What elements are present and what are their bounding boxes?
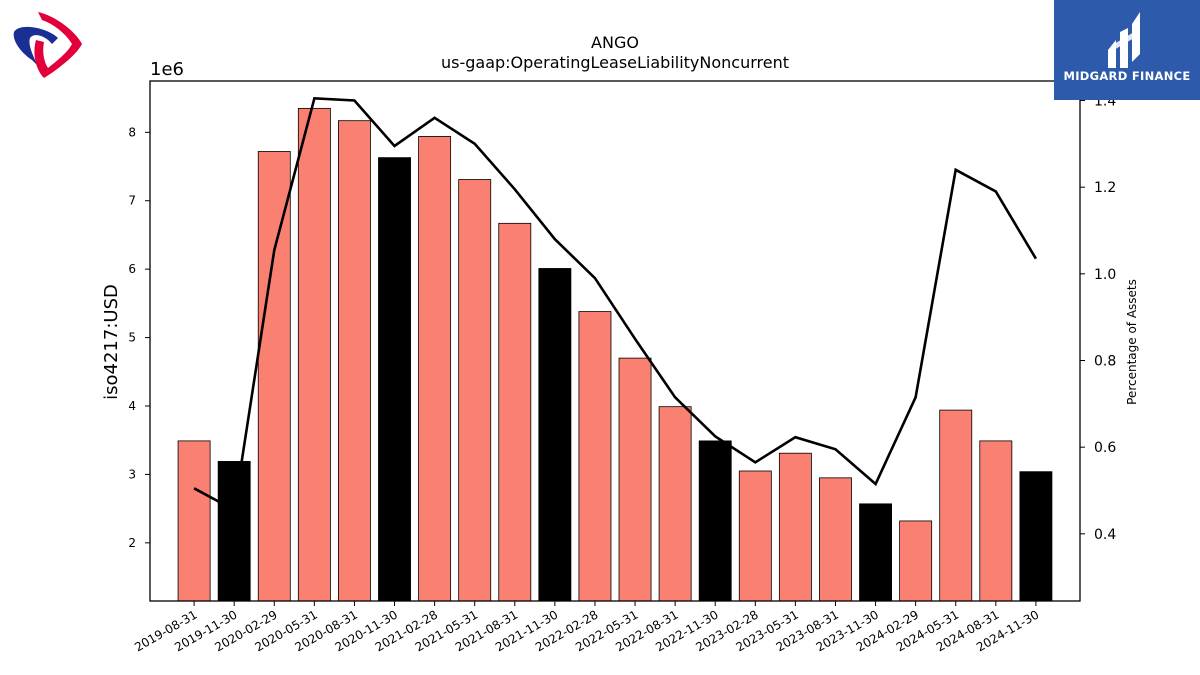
- bar-2024-08-31: [979, 440, 1013, 602]
- bar-2022-08-31: [658, 406, 692, 602]
- y-right-tick-label: 0.6: [1094, 440, 1116, 456]
- bar-2019-08-31: [177, 440, 211, 602]
- y-right-tick-label: 1.2: [1094, 180, 1116, 196]
- bar-2023-11-30: [859, 503, 892, 602]
- bar-2023-08-31: [819, 477, 852, 602]
- brand-mark-icon: [1108, 12, 1140, 68]
- bar-2021-11-30: [538, 268, 572, 602]
- y-tick-label: 5: [128, 331, 136, 345]
- y-axis-right-label: Percentage of Assets: [1125, 279, 1139, 405]
- y-tick-label: 3: [128, 467, 136, 481]
- bar-2022-05-31: [618, 357, 652, 602]
- bar-2024-11-30: [1019, 471, 1053, 602]
- bar-2020-05-31: [297, 107, 331, 602]
- bar-2023-05-31: [778, 452, 812, 602]
- plot-frame: [149, 80, 1081, 602]
- brand-name: MIDGARD FINANCE: [1063, 69, 1191, 83]
- bar-2021-05-31: [458, 179, 492, 602]
- y-tick-label: 8: [128, 125, 136, 139]
- company-logo: [13, 12, 82, 78]
- y-tick-label: 2: [128, 536, 136, 550]
- bar-2023-02-28: [738, 470, 772, 602]
- y-tick-label: 4: [128, 399, 136, 413]
- y-right-tick-label: 0.8: [1094, 354, 1116, 370]
- bar-2024-02-29: [899, 520, 933, 602]
- bar-2020-08-31: [338, 120, 371, 602]
- y-offset-label: 1e6: [150, 59, 184, 80]
- brand-banner: MIDGARD FINANCE: [1054, 0, 1200, 100]
- bar-2021-02-28: [418, 136, 452, 602]
- bar-series: [177, 107, 1053, 602]
- y-right-tick-label: 1.0: [1094, 267, 1116, 283]
- bar-2020-11-30: [378, 157, 411, 602]
- y-axis-label: iso4217:USD: [101, 284, 122, 400]
- chart-title: ANGO: [591, 33, 639, 52]
- y-tick-label: 6: [128, 262, 136, 276]
- bar-2022-11-30: [698, 440, 732, 602]
- percentage-of-assets-line: [193, 96, 1038, 513]
- bar-2021-08-31: [498, 222, 532, 602]
- bar-2024-05-31: [939, 409, 973, 602]
- y-tick-label: 7: [128, 194, 136, 208]
- y-right-tick-label: 0.4: [1094, 527, 1116, 543]
- bar-2020-02-29: [257, 151, 291, 602]
- line-series: [193, 96, 1038, 513]
- chart-subtitle: us-gaap:OperatingLeaseLiabilityNoncurren…: [441, 53, 789, 72]
- bar-2019-11-30: [217, 461, 251, 602]
- bar-2022-02-28: [578, 311, 612, 602]
